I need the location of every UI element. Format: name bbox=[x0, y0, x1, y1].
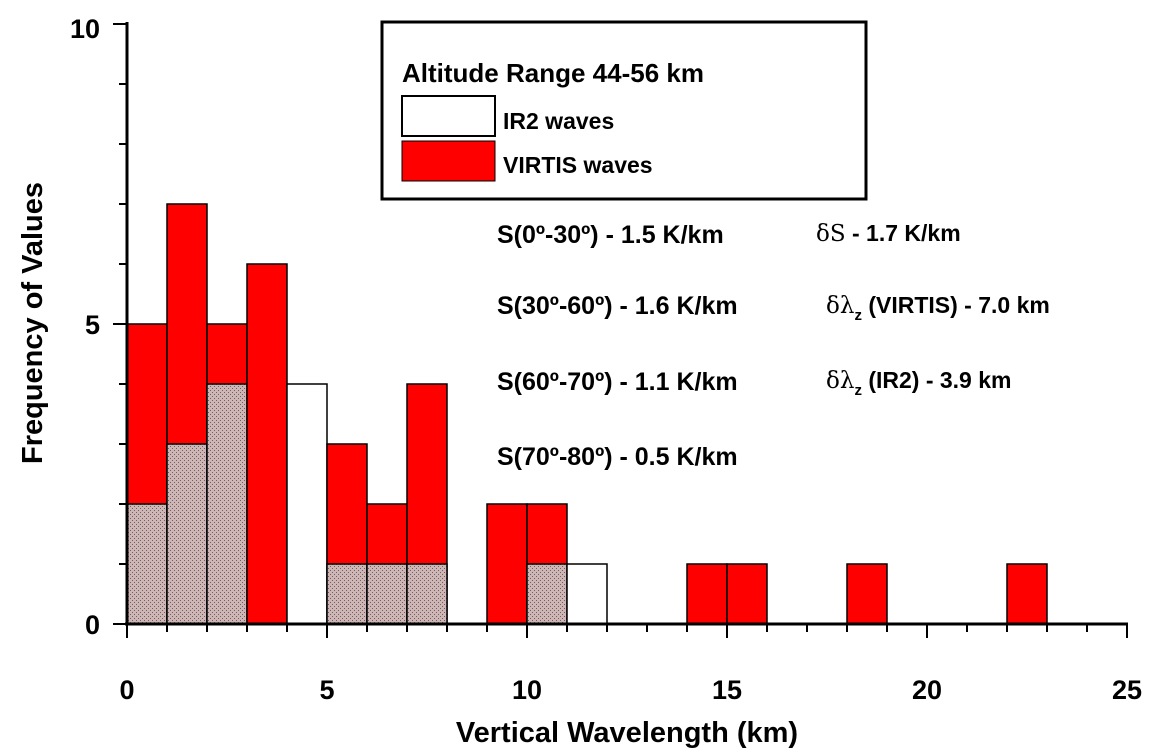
overlap-bar bbox=[526, 563, 568, 625]
greek-delta-lambda: δλ bbox=[826, 368, 854, 394]
x-tick-label: 15 bbox=[712, 675, 742, 705]
overlap-bar bbox=[366, 563, 408, 625]
subscript-z: z bbox=[854, 382, 862, 399]
x-axis-title: Vertical Wavelength (km) bbox=[456, 717, 798, 749]
virtis-bar bbox=[686, 563, 728, 625]
annotation-delta-s-text: - 1.7 K/km bbox=[846, 220, 961, 246]
y-tick-label: 10 bbox=[70, 14, 100, 44]
virtis-bar bbox=[726, 563, 768, 625]
x-tick-label: 0 bbox=[119, 675, 134, 705]
y-tick-label: 0 bbox=[85, 610, 100, 640]
histogram-bars bbox=[126, 203, 1048, 625]
legend-swatch-virtis bbox=[401, 140, 496, 182]
annotation-s-60-70: S(60º-70º) - 1.1 K/km bbox=[497, 368, 738, 396]
overlap-bar bbox=[326, 563, 368, 625]
annotation-delta-s: δS - 1.7 K/km bbox=[816, 220, 961, 247]
virtis-bar bbox=[846, 563, 888, 625]
y-axis-title: Frequency of Values bbox=[17, 182, 49, 464]
annotation-delta-lambda-ir2: δλz (IR2) - 3.9 km bbox=[826, 367, 1011, 399]
subscript-z: z bbox=[854, 307, 862, 324]
annotation-virtis-text: (VIRTIS) - 7.0 km bbox=[862, 292, 1050, 318]
virtis-bar bbox=[246, 263, 288, 625]
legend-label-virtis: VIRTIS waves bbox=[503, 152, 653, 178]
legend-title: Altitude Range 44-56 km bbox=[402, 58, 704, 88]
uncertainty-annotations: δS - 1.7 K/km δλz (VIRTIS) - 7.0 km δλz … bbox=[816, 220, 1050, 399]
overlap-bar bbox=[126, 503, 168, 625]
greek-delta-s: δS bbox=[816, 221, 846, 247]
x-tick-label: 20 bbox=[912, 675, 942, 705]
annotation-s-70-80: S(70º-80º) - 0.5 K/km bbox=[497, 443, 738, 471]
x-tick-label: 10 bbox=[512, 675, 542, 705]
annotation-s-0-30: S(0º-30º) - 1.5 K/km bbox=[497, 221, 724, 249]
ticks bbox=[113, 23, 1128, 638]
x-tick-labels: 0 5 10 15 20 25 bbox=[119, 675, 1142, 705]
greek-delta-lambda: δλ bbox=[826, 293, 854, 319]
y-tick-labels: 0 5 10 bbox=[70, 14, 100, 640]
virtis-bar bbox=[486, 503, 528, 625]
x-tick-label: 25 bbox=[1112, 675, 1142, 705]
y-tick-label: 5 bbox=[85, 310, 100, 340]
annotation-delta-lambda-virtis: δλz (VIRTIS) - 7.0 km bbox=[826, 292, 1050, 324]
ir2-bar bbox=[286, 383, 328, 625]
ir2-bar bbox=[566, 563, 608, 625]
annotation-s-30-60: S(30º-60º) - 1.6 K/km bbox=[497, 292, 738, 320]
x-tick-label: 5 bbox=[319, 675, 334, 705]
virtis-bar bbox=[1006, 563, 1048, 625]
overlap-bar bbox=[206, 383, 248, 625]
overlap-bar bbox=[406, 563, 448, 625]
stability-annotations: S(0º-30º) - 1.5 K/km S(30º-60º) - 1.6 K/… bbox=[497, 221, 738, 471]
legend-label-ir2: IR2 waves bbox=[503, 108, 614, 134]
legend: Altitude Range 44-56 km IR2 waves VIRTIS… bbox=[380, 20, 868, 201]
legend-swatch-ir2 bbox=[401, 95, 496, 137]
overlap-bar bbox=[166, 443, 208, 625]
annotation-ir2-text: (IR2) - 3.9 km bbox=[862, 367, 1012, 393]
